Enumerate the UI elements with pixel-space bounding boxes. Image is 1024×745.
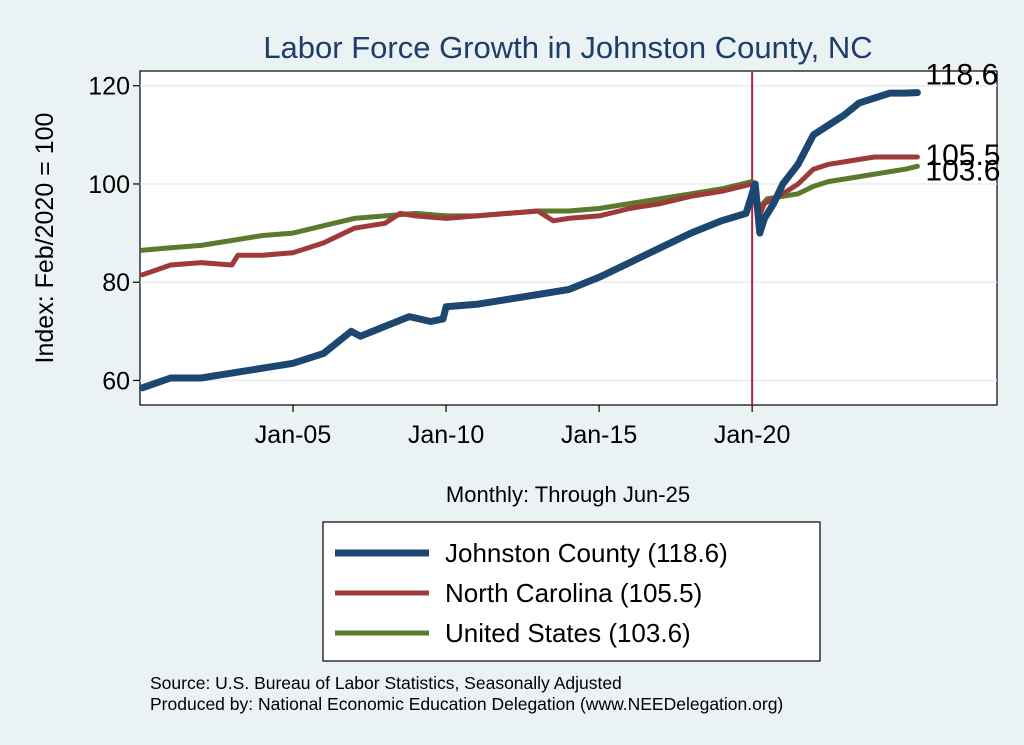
series-line-1 — [139, 154, 920, 278]
series-lines — [138, 89, 921, 392]
legend-label-1: North Carolina (105.5) — [445, 578, 702, 608]
legend-label-0: Johnston County (118.6) — [445, 538, 728, 568]
y-tick-label-120: 120 — [88, 73, 130, 101]
series-line-2 — [139, 163, 920, 253]
producer-note: Produced by: National Economic Education… — [150, 694, 783, 714]
gridlines — [140, 84, 997, 382]
legend: Johnston County (118.6) North Carolina (1… — [322, 521, 821, 662]
end-label-0: 118.6 — [925, 59, 998, 92]
legend-items: Johnston County (118.6) North Carolina (1… — [335, 538, 728, 648]
y-axis-ticks: 60 80 100 120 — [88, 73, 140, 395]
chart-title: Labor Force Growth in Johnston County, N… — [263, 30, 872, 65]
x-tick-label-Jan-15: Jan-15 — [561, 421, 637, 449]
end-label-2: 103.6 — [925, 154, 1000, 187]
x-tick-label-Jan-20: Jan-20 — [714, 421, 790, 449]
y-tick-label-60: 60 — [102, 367, 130, 395]
x-axis-label: Monthly: Through Jun-25 — [446, 482, 690, 507]
series-line-0 — [138, 89, 921, 392]
source-note: Source: U.S. Bureau of Labor Statistics,… — [150, 673, 622, 693]
y-axis-label: Index: Feb/2020 = 100 — [31, 113, 59, 364]
y-tick-label-80: 80 — [102, 269, 130, 297]
legend-label-2: United States (103.6) — [445, 618, 691, 648]
x-tick-label-Jan-10: Jan-10 — [408, 421, 484, 449]
x-tick-label-Jan-05: Jan-05 — [255, 421, 331, 449]
y-tick-label-100: 100 — [88, 171, 130, 199]
x-axis-ticks: Jan-05 Jan-10 Jan-15 Jan-20 — [255, 405, 790, 449]
plot-area — [139, 70, 998, 406]
end-label-1: 105.5 — [925, 139, 1000, 172]
